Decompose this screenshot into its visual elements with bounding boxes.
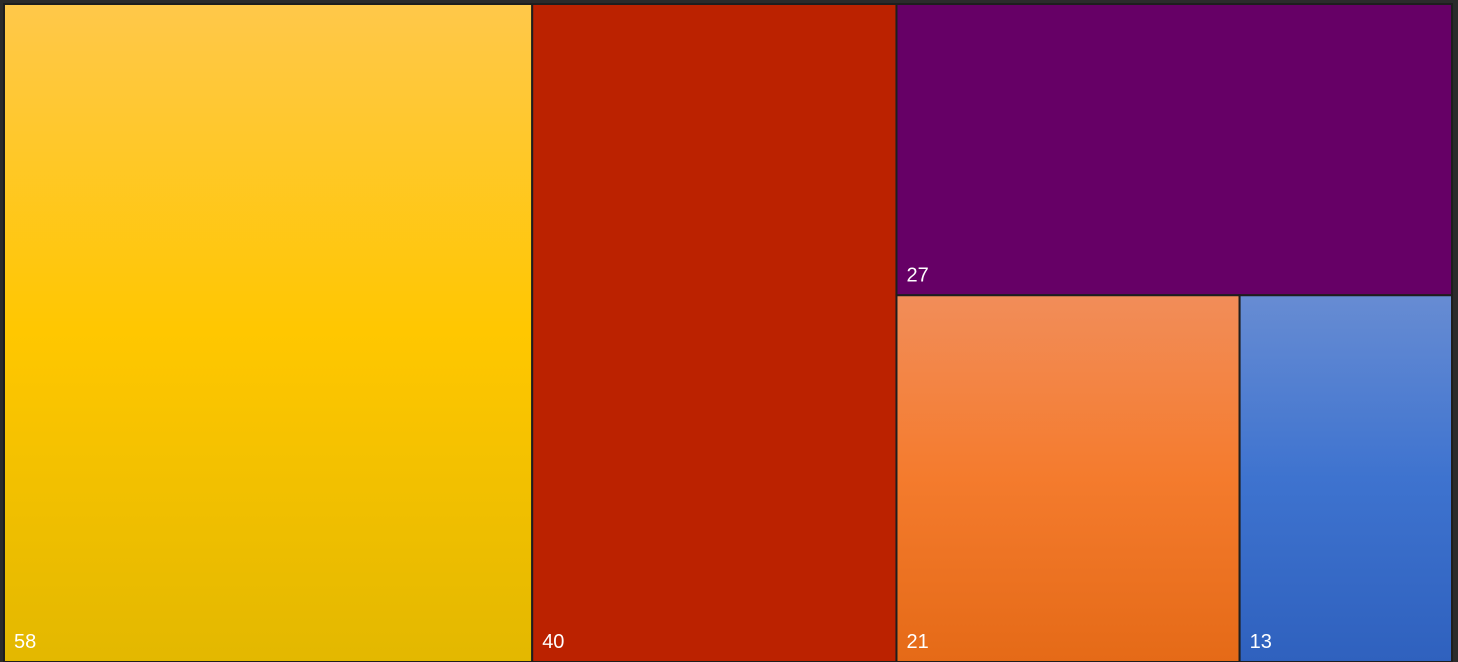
treemap-rect-21	[895, 294, 1241, 662]
treemap-label-27: 27	[906, 264, 928, 286]
treemap-rect-27	[895, 3, 1453, 297]
treemap-tile-21: 21	[895, 294, 1241, 662]
treemap-label-13: 13	[1250, 631, 1272, 653]
treemap-rect-13	[1238, 294, 1453, 662]
treemap-tile-27: 27	[895, 3, 1453, 297]
treemap-tile-40: 40	[531, 3, 898, 662]
treemap-rect-40	[531, 3, 898, 662]
treemap-rect-58	[3, 3, 534, 662]
treemap-tile-58: 58	[3, 3, 534, 662]
treemap-label-21: 21	[906, 631, 928, 653]
treemap-tile-13: 13	[1238, 294, 1453, 662]
treemap-label-58: 58	[14, 631, 36, 653]
treemap-label-40: 40	[542, 631, 564, 653]
